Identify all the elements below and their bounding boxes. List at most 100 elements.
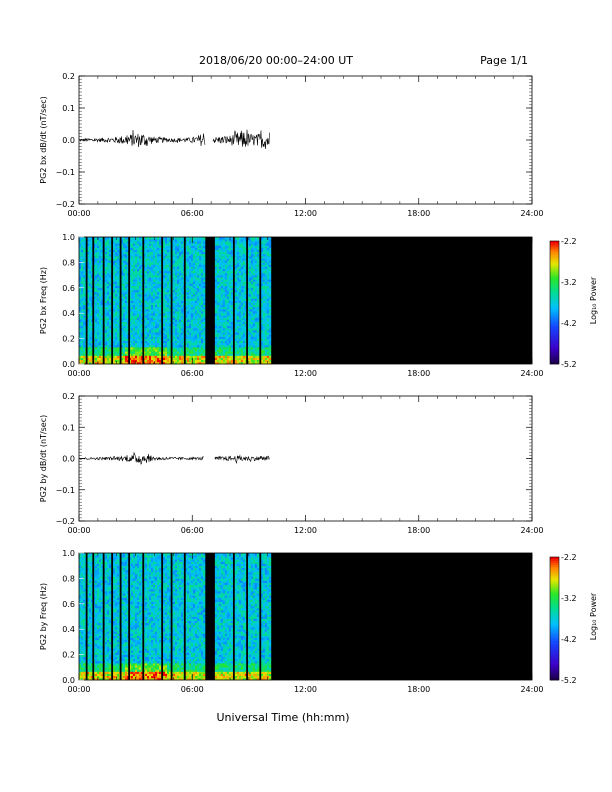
panel-2-cell (117, 266, 120, 270)
panel-2-cell (238, 273, 242, 276)
panel-2-cell (201, 256, 204, 259)
panel-2-cell (222, 260, 226, 263)
panel-2-cell (177, 328, 180, 331)
panel-2-cell (89, 279, 92, 282)
panel-2-cell (226, 349, 230, 352)
panel-2-cell (167, 249, 170, 253)
panel-2-cell (117, 347, 120, 350)
panel-2-cell (181, 239, 184, 242)
panel-2-cell (175, 243, 178, 246)
panel-2-cell (97, 275, 100, 278)
panel-2-cell (179, 321, 182, 325)
panel-2-cell (234, 239, 238, 242)
panel-2-cell (109, 323, 112, 327)
panel-2-cell (236, 325, 240, 329)
panel-2-cell (81, 289, 84, 293)
panel-2-cell (131, 260, 134, 263)
panel-2-cell (236, 315, 240, 318)
panel-2-cell (244, 289, 248, 293)
panel-2-cell (175, 325, 178, 329)
panel-2-cell (218, 243, 222, 246)
panel-2-cell (115, 239, 118, 242)
panel-2-cell (149, 287, 152, 291)
panel-2-cell (133, 296, 136, 299)
panel-2-cell (216, 357, 220, 361)
panel-2-cell (157, 313, 160, 316)
panel-2-cell (193, 241, 196, 244)
panel-2-cell (222, 351, 226, 354)
panel-2-cell (167, 332, 170, 335)
panel-2-cell (189, 328, 192, 331)
panel-2-cell (149, 338, 152, 342)
panel-2-cell (137, 306, 140, 310)
panel-2-cell (220, 342, 224, 346)
panel-2-cell (226, 294, 230, 297)
panel-2-cell (181, 279, 184, 282)
panel-2-cell (181, 266, 184, 270)
panel-2-cell (248, 292, 252, 295)
panel-2-cell (79, 289, 82, 293)
panel-2-cell (137, 357, 140, 361)
panel-2-cell (113, 311, 116, 314)
panel-2-cell (175, 277, 178, 280)
panel-2-cell (95, 325, 98, 329)
panel-2-cell (236, 355, 240, 358)
panel-2-cell (105, 258, 108, 261)
panel-2-cell (220, 292, 224, 295)
panel-2-cell (89, 266, 92, 270)
panel-2-cell (167, 262, 170, 265)
panel-2-cell (95, 260, 98, 263)
panel-2-cell (129, 260, 132, 263)
panel-2-cell (129, 340, 132, 344)
panel-2-cell (203, 264, 206, 267)
panel-2-cell (105, 347, 108, 350)
panel-2-cell (81, 275, 84, 278)
panel-2-cell (155, 361, 158, 365)
panel-2-cell (199, 268, 202, 272)
panel-2-cell (137, 270, 140, 274)
panel-2-cell (216, 258, 220, 261)
panel-2-cell (125, 349, 128, 352)
panel-2-cell (147, 285, 150, 289)
panel-2-cell (95, 315, 98, 318)
panel-2-cell (240, 239, 244, 242)
panel-2-cell (131, 349, 134, 352)
panel-2-cell (109, 285, 112, 289)
panel-2-cell (105, 332, 108, 335)
panel-2-cell (193, 253, 196, 257)
panel-2-cell (157, 264, 160, 267)
panel-2-cell (133, 344, 136, 348)
panel-2-cell (117, 330, 120, 333)
panel-2-cell (169, 302, 172, 306)
panel-2-cell (91, 321, 94, 325)
panel-2-cell (159, 330, 162, 333)
panel-2-cell (101, 332, 104, 335)
panel-2-cell (195, 245, 198, 248)
panel-2-cell (230, 294, 234, 297)
panel-2-cell (177, 340, 180, 344)
panel-2-cell (105, 323, 108, 327)
panel-2-cell (163, 247, 166, 251)
panel-2-cell (238, 289, 242, 293)
panel-2-cell (222, 357, 226, 361)
panel-2-cell (163, 273, 166, 276)
panel-2-cell (165, 239, 168, 242)
panel-2-cell (224, 302, 228, 306)
panel-2-cell (123, 277, 126, 280)
panel-2-cell (97, 313, 100, 316)
panel-2-cell (242, 315, 246, 318)
panel-2-cell (189, 355, 192, 358)
panel-2-cell (175, 285, 178, 289)
panel-2-cell (79, 313, 82, 316)
panel-2-cell (115, 273, 118, 276)
panel-2-cell (246, 357, 250, 361)
panel-2-cell (240, 304, 244, 308)
panel-2-cell (246, 304, 250, 308)
panel-2-cell (236, 336, 240, 339)
panel-2-cell (163, 340, 166, 344)
panel-2-cell (165, 353, 168, 356)
panel-2-cell (234, 241, 238, 244)
panel-2-cell (105, 355, 108, 358)
panel-2-cell (79, 270, 82, 274)
panel-2-cell (121, 334, 124, 337)
